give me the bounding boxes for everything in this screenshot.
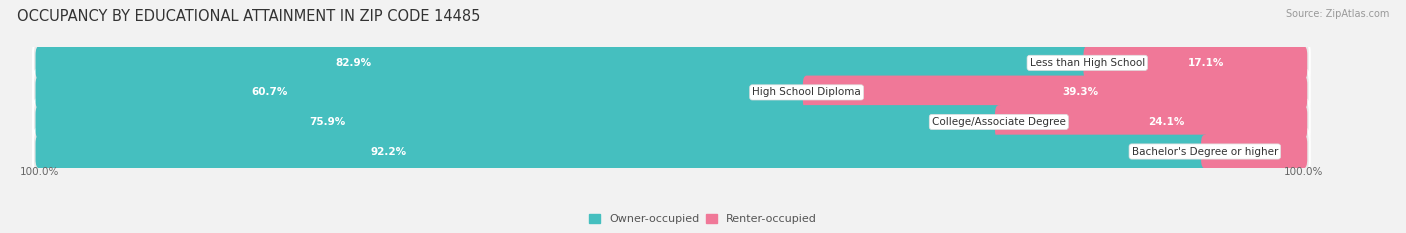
Text: College/Associate Degree: College/Associate Degree xyxy=(932,117,1066,127)
Text: 7.8%: 7.8% xyxy=(1244,147,1274,157)
Text: Less than High School: Less than High School xyxy=(1029,58,1144,68)
Text: Source: ZipAtlas.com: Source: ZipAtlas.com xyxy=(1285,9,1389,19)
Text: 100.0%: 100.0% xyxy=(20,167,59,177)
Text: High School Diploma: High School Diploma xyxy=(752,87,860,97)
Text: 100.0%: 100.0% xyxy=(1284,167,1323,177)
FancyBboxPatch shape xyxy=(803,75,1308,109)
FancyBboxPatch shape xyxy=(35,105,1002,139)
Text: 92.2%: 92.2% xyxy=(371,147,408,157)
FancyBboxPatch shape xyxy=(35,75,810,109)
FancyBboxPatch shape xyxy=(32,39,1310,87)
FancyBboxPatch shape xyxy=(32,128,1310,175)
Text: 39.3%: 39.3% xyxy=(1062,87,1098,97)
FancyBboxPatch shape xyxy=(32,69,1310,116)
FancyBboxPatch shape xyxy=(1201,135,1308,168)
Text: OCCUPANCY BY EDUCATIONAL ATTAINMENT IN ZIP CODE 14485: OCCUPANCY BY EDUCATIONAL ATTAINMENT IN Z… xyxy=(17,9,481,24)
Legend: Owner-occupied, Renter-occupied: Owner-occupied, Renter-occupied xyxy=(585,210,821,229)
FancyBboxPatch shape xyxy=(35,135,1209,168)
Text: 17.1%: 17.1% xyxy=(1188,58,1225,68)
Text: 24.1%: 24.1% xyxy=(1149,117,1184,127)
Text: 75.9%: 75.9% xyxy=(309,117,346,127)
Text: Bachelor's Degree or higher: Bachelor's Degree or higher xyxy=(1132,147,1278,157)
Text: 82.9%: 82.9% xyxy=(336,58,371,68)
FancyBboxPatch shape xyxy=(1084,46,1308,80)
FancyBboxPatch shape xyxy=(32,98,1310,146)
Text: 60.7%: 60.7% xyxy=(252,87,288,97)
FancyBboxPatch shape xyxy=(995,105,1308,139)
FancyBboxPatch shape xyxy=(35,46,1091,80)
